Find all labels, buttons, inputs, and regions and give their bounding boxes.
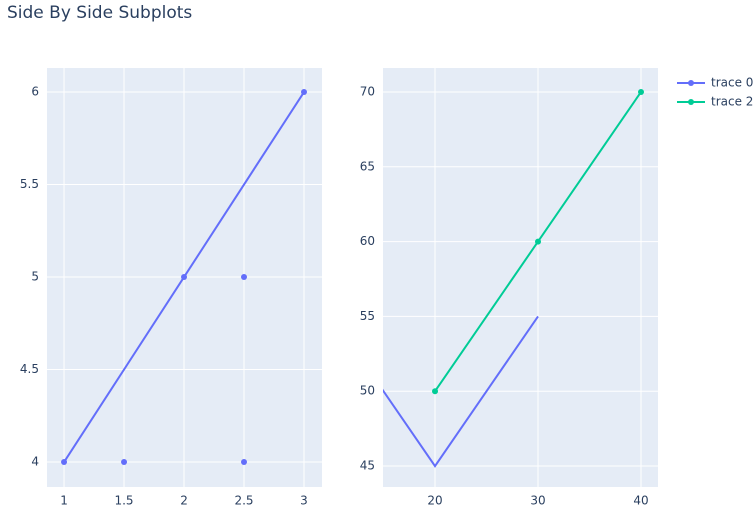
x-tick-label: 2.5 — [234, 494, 253, 508]
x-tick-label: 2 — [180, 494, 188, 508]
legend-item[interactable]: trace 0 — [677, 76, 753, 90]
point — [638, 88, 645, 95]
line — [383, 315, 539, 468]
plot-background — [383, 68, 658, 487]
y-tick-label: 50 — [360, 384, 375, 398]
point — [241, 459, 248, 466]
figure-title: Side By Side Subplots — [7, 3, 192, 23]
x-tick-label: 1.5 — [114, 494, 133, 508]
y-tick-label: 55 — [360, 309, 375, 323]
plot-area — [383, 88, 645, 468]
x-tick-label: 40 — [633, 494, 648, 508]
y-tick-label: 4 — [31, 455, 39, 469]
y-tick-label: 5 — [31, 270, 39, 284]
point — [301, 89, 308, 96]
point — [432, 388, 439, 395]
x-tick-label: 30 — [530, 494, 545, 508]
x-tick-label: 20 — [427, 494, 442, 508]
y-tick-label: 65 — [360, 159, 375, 173]
y-tick-label: 60 — [360, 234, 375, 248]
x-tick-label: 3 — [300, 494, 308, 508]
point — [241, 274, 248, 281]
legend-label: trace 2 — [711, 95, 753, 109]
legend-label: trace 0 — [711, 76, 753, 90]
point — [121, 459, 128, 466]
legend-marker — [688, 80, 694, 86]
point — [535, 238, 542, 245]
y-tick-label: 45 — [360, 459, 375, 473]
x-tick-label: 1 — [60, 494, 68, 508]
legend-marker — [688, 99, 694, 105]
legend-item[interactable]: trace 2 — [677, 95, 753, 109]
point — [181, 274, 188, 281]
y-tick-label: 5.5 — [20, 177, 39, 191]
plot-area — [61, 89, 308, 466]
point — [61, 459, 68, 466]
y-tick-label: 70 — [360, 84, 375, 98]
y-tick-label: 4.5 — [20, 362, 39, 376]
y-tick-label: 6 — [31, 85, 39, 99]
